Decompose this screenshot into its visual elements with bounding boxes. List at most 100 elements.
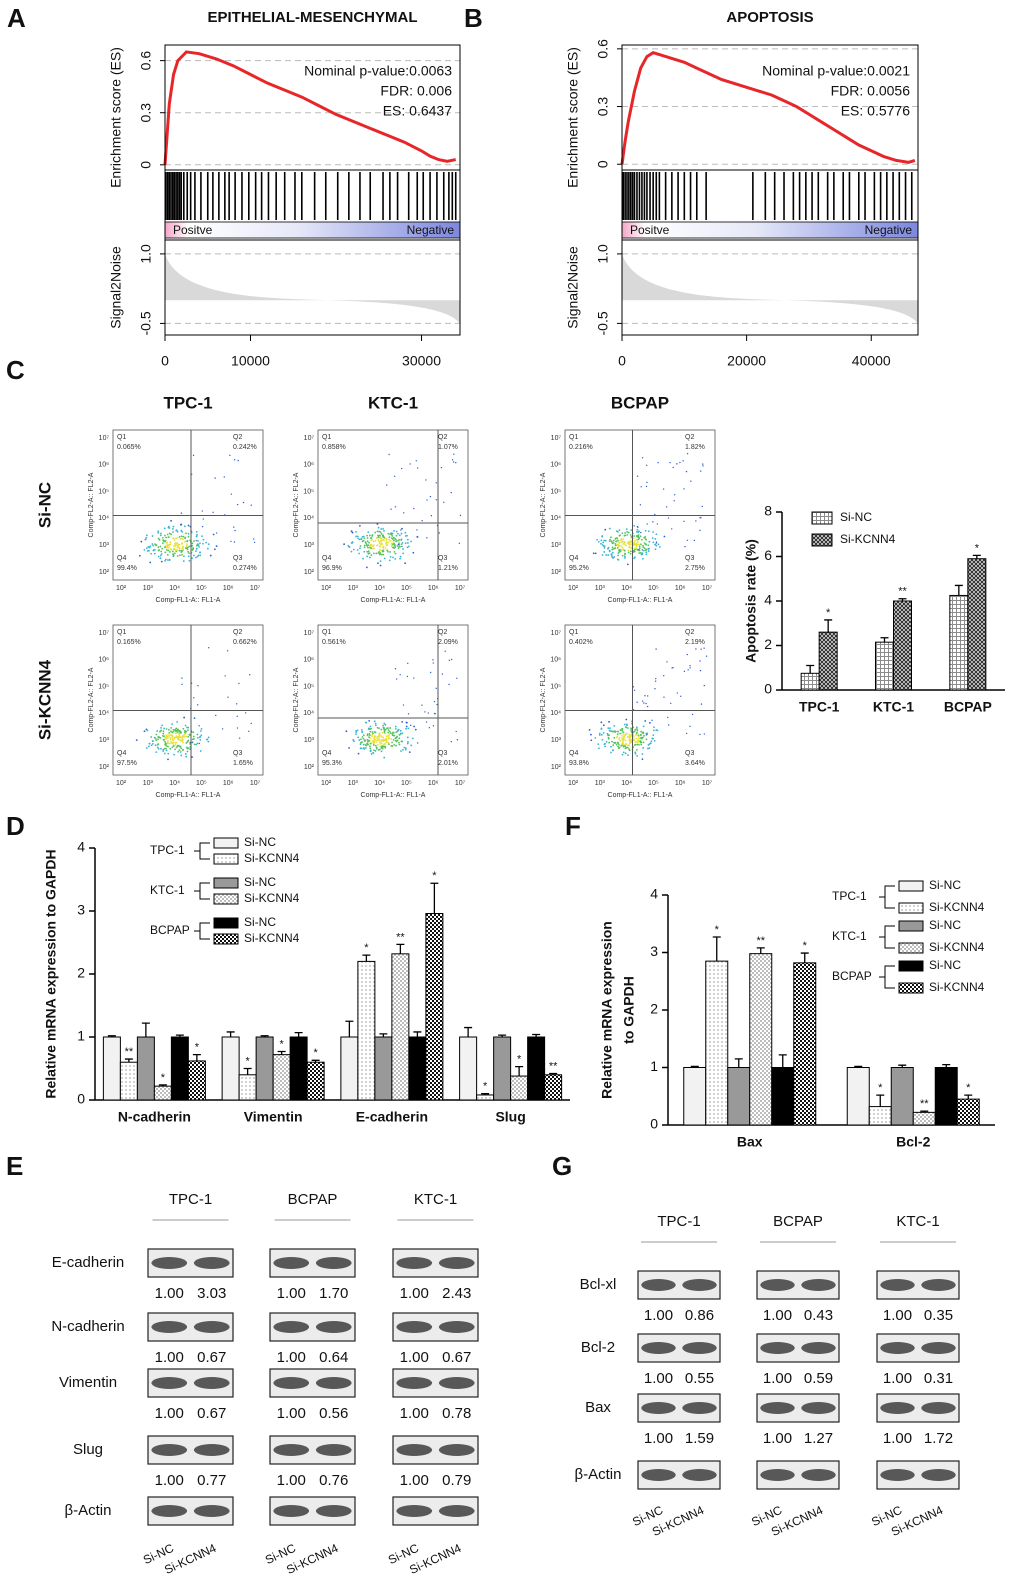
event-dot [612, 744, 615, 747]
event-dot [378, 727, 380, 730]
event-dot [614, 544, 617, 547]
event-dot [613, 736, 616, 739]
event-dot [236, 715, 238, 717]
event-dot [147, 745, 150, 748]
y-tick-label: 10⁶ [98, 462, 109, 469]
event-dot [617, 554, 619, 557]
event-dot [215, 714, 217, 717]
band-ratio: 1.00 [763, 1307, 792, 1324]
y-tick-label: 0 [595, 160, 611, 168]
event-dot [633, 689, 636, 691]
event-dot [355, 530, 357, 533]
y-tick-label: 10³ [304, 737, 315, 744]
legend-swatch [213, 917, 239, 929]
event-dot [645, 548, 648, 551]
error-bar [243, 1067, 252, 1075]
blot-band [151, 1377, 188, 1389]
event-dot [370, 547, 373, 550]
event-dot [379, 552, 382, 554]
event-dot [393, 529, 395, 532]
event-dot [609, 727, 611, 730]
y-tick-label: 10⁶ [303, 462, 314, 469]
event-dot [198, 546, 200, 548]
event-dot [375, 552, 378, 555]
event-dot [654, 680, 657, 682]
event-dot [179, 745, 182, 748]
event-dot [207, 547, 209, 550]
event-dot [199, 736, 201, 739]
event-dot [171, 723, 173, 726]
event-dot [655, 648, 657, 650]
error-bar [311, 1059, 320, 1063]
event-dot [600, 721, 603, 724]
event-dot [386, 544, 389, 546]
band-ratio: 1.00 [644, 1307, 673, 1324]
event-dot [238, 737, 241, 739]
event-dot [166, 549, 168, 551]
row-label: Vimentin [59, 1374, 117, 1391]
event-dot [603, 743, 606, 746]
event-dot [154, 737, 157, 740]
event-dot [402, 748, 404, 751]
event-dot [632, 734, 635, 736]
event-dot [619, 729, 622, 731]
event-dot [686, 653, 688, 656]
legend-swatch [213, 837, 239, 849]
event-dot [154, 744, 157, 747]
event-dot [655, 677, 657, 680]
event-dot [178, 736, 181, 739]
event-dot [407, 713, 410, 715]
band-ratio: 0.67 [197, 1349, 226, 1366]
event-dot [432, 662, 434, 664]
event-dot [450, 491, 452, 494]
event-dot [364, 739, 366, 742]
event-dot [643, 702, 645, 704]
event-dot [208, 647, 210, 649]
plot-frame [317, 429, 469, 581]
significance: * [245, 1055, 250, 1067]
event-dot [380, 542, 383, 545]
bar [846, 1067, 870, 1126]
event-dot [202, 518, 205, 520]
band-ratio: 0.67 [442, 1349, 471, 1366]
event-dot [611, 548, 614, 551]
y-tick-label: 10⁵ [98, 488, 109, 495]
bar [153, 1085, 172, 1101]
quadrant-percent: 0.561% [322, 639, 346, 646]
event-dot [148, 549, 150, 552]
event-dot [233, 541, 236, 543]
error-bar [880, 637, 889, 643]
event-dot [157, 530, 160, 533]
x-tick-label: 10⁶ [223, 780, 234, 787]
event-dot [378, 541, 381, 543]
x-tick-label: 10² [116, 585, 127, 592]
event-dot [448, 683, 450, 686]
event-dot [357, 752, 360, 755]
event-dot [383, 756, 386, 759]
event-dot [151, 535, 154, 537]
event-dot [188, 733, 191, 736]
event-dot [373, 749, 375, 752]
event-dot [628, 749, 631, 752]
error-bar [430, 882, 439, 914]
x-tick-label: 10⁵ [196, 585, 207, 592]
event-dot [428, 727, 431, 729]
event-dot [619, 550, 621, 553]
event-dot [169, 736, 172, 739]
event-dot [641, 753, 644, 755]
event-dot [374, 722, 377, 725]
event-dot [397, 540, 399, 542]
event-dot [416, 742, 419, 744]
event-dot [368, 734, 371, 737]
band-ratio: 1.00 [883, 1430, 912, 1447]
event-dot [375, 747, 378, 750]
event-dot [676, 692, 679, 694]
event-dot [645, 551, 648, 554]
event-dot [224, 675, 226, 677]
x-tick-label: 0 [161, 353, 169, 369]
y-tick-label: 10⁶ [550, 462, 561, 469]
event-dot [444, 650, 446, 652]
event-dot [160, 729, 163, 732]
event-dot [398, 743, 401, 746]
event-dot [588, 729, 591, 731]
